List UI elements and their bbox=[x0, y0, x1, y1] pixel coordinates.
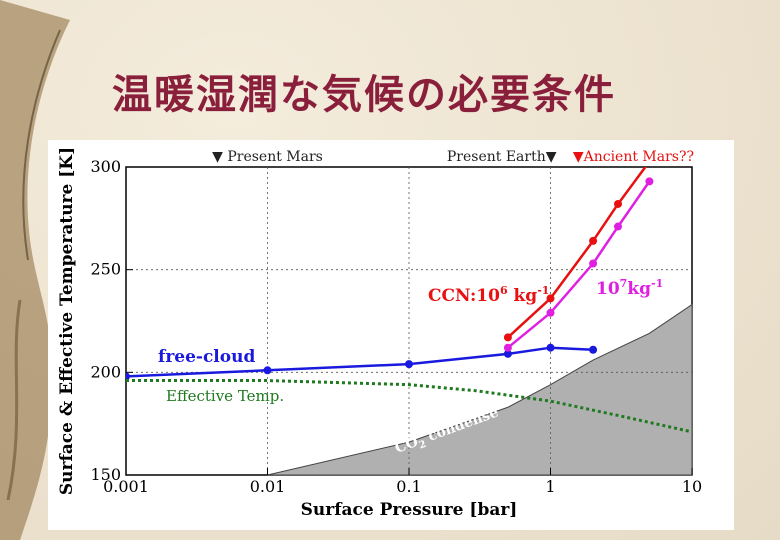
x-tick-label: 1 bbox=[545, 477, 555, 496]
series-line-2 bbox=[507, 180, 651, 349]
label-ccn-1e6: CCN:106 kg-1 bbox=[428, 284, 549, 306]
co2-condense-region bbox=[267, 303, 693, 476]
label-ccn-1e6-exp: 6 bbox=[500, 284, 508, 297]
label-ccn-1e6-base: CCN:10 bbox=[428, 286, 500, 306]
series-line-1 bbox=[507, 167, 647, 339]
data-point bbox=[546, 343, 555, 352]
y-tick-label: 200 bbox=[90, 362, 121, 381]
data-point bbox=[589, 236, 598, 245]
temperature-chart: 0.001 0.01 0.1 1 10 150 200 250 300 Surface Press… bbox=[57, 147, 702, 520]
label-ccn-1e7-base: 10 bbox=[596, 279, 620, 299]
data-point bbox=[546, 294, 555, 303]
x-tick-label: 0.1 bbox=[396, 477, 421, 496]
data-point bbox=[126, 372, 130, 381]
series-group bbox=[126, 167, 692, 434]
label-ccn-1e7: 107kg-1 bbox=[596, 277, 663, 299]
data-point bbox=[405, 360, 413, 369]
label-ccn-1e7-unit: kg bbox=[627, 279, 651, 299]
x-axis-label: Surface Pressure [bar] bbox=[301, 500, 518, 520]
data-point bbox=[503, 349, 512, 358]
series-line-3 bbox=[126, 379, 692, 434]
annotation-present-earth: Present Earth▼ bbox=[447, 149, 557, 165]
annotation-ancient-mars: ▼Ancient Mars?? bbox=[573, 149, 694, 165]
x-tick-label: 0.01 bbox=[250, 477, 286, 496]
data-point bbox=[589, 345, 598, 354]
label-ccn-1e6-unit: kg bbox=[508, 286, 538, 306]
label-co2-pre: CO bbox=[393, 434, 420, 457]
page-title: 温暖湿潤な気候の必要条件 bbox=[112, 72, 616, 118]
y-axis-label: Surface & Effective Temperature [K] bbox=[57, 147, 77, 495]
label-ccn-1e7-exp: 7 bbox=[620, 277, 628, 290]
data-point bbox=[503, 333, 512, 342]
label-free-cloud: free-cloud bbox=[158, 347, 255, 367]
label-ccn-1e7-unit-exp: -1 bbox=[651, 277, 663, 290]
series-line-0 bbox=[126, 346, 594, 378]
data-point bbox=[589, 259, 598, 268]
data-point bbox=[614, 222, 623, 231]
data-point bbox=[546, 308, 555, 317]
annotation-present-mars: ▼ Present Mars bbox=[212, 149, 323, 165]
x-tick-label: 0.001 bbox=[103, 477, 149, 496]
chart-panel: 0.001 0.01 0.1 1 10 150 200 250 300 Surface Press… bbox=[48, 140, 734, 530]
y-tick-label: 250 bbox=[90, 260, 121, 279]
label-ccn-1e6-unit-exp: -1 bbox=[537, 284, 549, 297]
y-tick-label: 150 bbox=[90, 465, 121, 484]
leaf-decoration bbox=[0, 0, 70, 540]
x-tick-label: 10 bbox=[682, 477, 702, 496]
data-point bbox=[614, 199, 623, 208]
data-point bbox=[645, 177, 654, 186]
data-point bbox=[263, 366, 272, 375]
label-co2-sub: 2 bbox=[418, 439, 428, 452]
label-effective-temp: Effective Temp. bbox=[166, 387, 284, 405]
y-tick-label: 300 bbox=[90, 157, 121, 176]
data-point bbox=[503, 343, 512, 352]
